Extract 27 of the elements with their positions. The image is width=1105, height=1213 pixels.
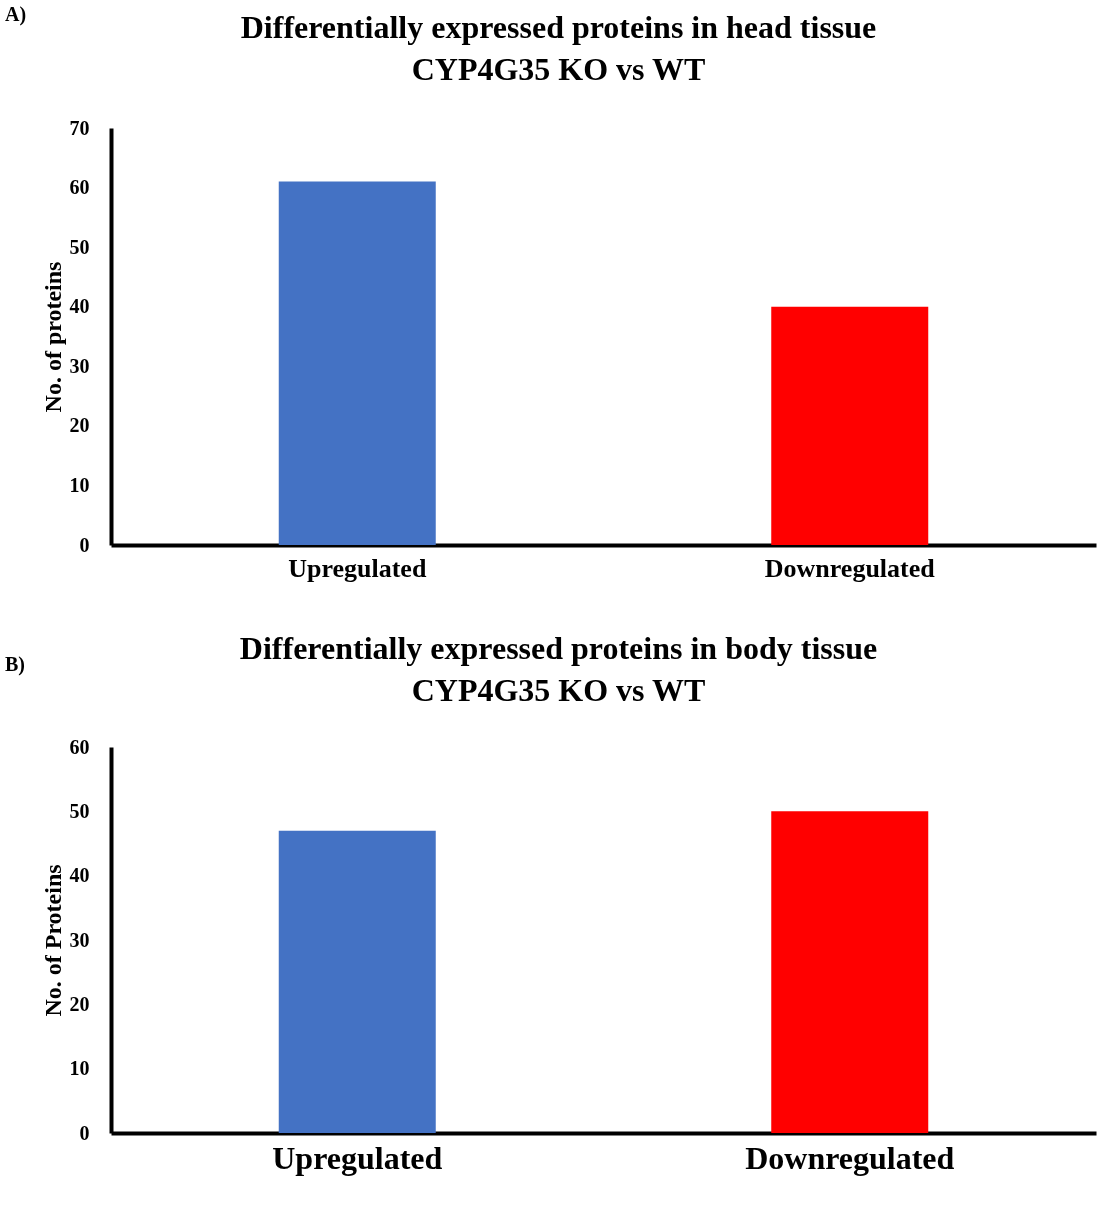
y-tick-label: 40 (69, 864, 90, 887)
y-tick-label: 0 (79, 1121, 90, 1144)
x-tick-label: Downregulated (764, 553, 936, 583)
text: CYP4G35 KO vs WT (411, 51, 706, 87)
y-tick-label: 70 (69, 116, 90, 139)
y-tick-label: 60 (69, 176, 90, 199)
y-tick-label: 60 (69, 735, 90, 758)
y-tick-label: 50 (69, 235, 90, 258)
y-axis-title: No. of Proteins (39, 864, 66, 1017)
x-tick-label: Upregulated (288, 553, 427, 583)
text: A) (5, 3, 27, 26)
y-axis-title: No. of proteins (39, 261, 66, 413)
y-tick-label: 10 (69, 1057, 90, 1080)
y-tick-label: 30 (69, 354, 90, 377)
y-tick-label: 20 (69, 414, 90, 437)
text: B) (5, 653, 25, 676)
y-tick-label: 10 (69, 473, 90, 496)
y-tick-label: 50 (69, 799, 90, 822)
y-tick-label: 30 (69, 928, 90, 951)
text: Differentially expressed proteins in body tissue (239, 630, 878, 666)
text: CYP4G35 KO vs WT (411, 672, 706, 708)
y-tick-label: 20 (69, 992, 90, 1015)
y-tick-label: 0 (79, 533, 90, 556)
x-tick-label: Downregulated (745, 1139, 955, 1176)
y-tick-label: 40 (69, 295, 90, 318)
x-tick-label: Upregulated (272, 1139, 443, 1176)
text: Differentially expressed proteins in head tissue (240, 9, 877, 45)
